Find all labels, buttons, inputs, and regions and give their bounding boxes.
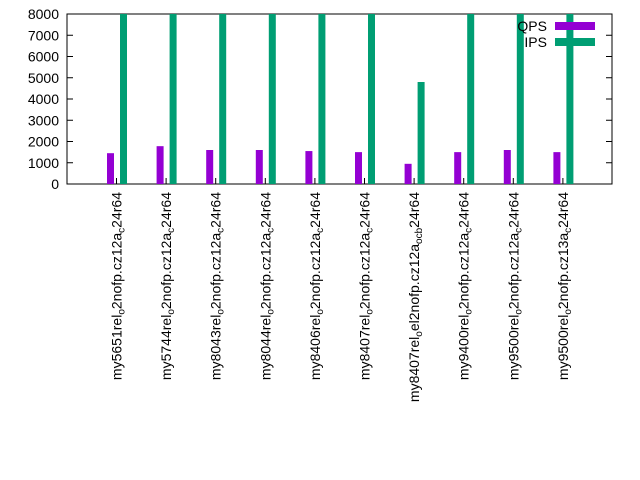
y-tick-label: 7000 [28, 27, 59, 43]
bar-ips [169, 14, 177, 184]
bar-ips [318, 14, 326, 184]
bar-ips [120, 14, 127, 184]
y-tick-label: 5000 [28, 70, 59, 86]
x-tick-label: my9500relo2nofp.cz13ac24r64 [555, 192, 574, 380]
x-tick-label: my9400relo2nofp.cz12ac24r64 [456, 192, 475, 380]
bar-ips [219, 14, 227, 184]
bar-ips [368, 14, 375, 184]
y-tick-label: 8000 [28, 6, 59, 22]
y-tick-label: 0 [51, 176, 59, 192]
y-tick-label: 2000 [28, 134, 59, 150]
x-tick-label: my8407relo2nofp.cz12ac24r64 [357, 192, 376, 380]
bar-ips [268, 14, 276, 184]
legend-label-qps: QPS [517, 18, 547, 34]
bar-qps [305, 151, 313, 184]
y-tick-label: 6000 [28, 49, 59, 65]
x-tick-label: my8043relo2nofp.cz12ac24r64 [208, 192, 227, 380]
bar-ips [516, 14, 524, 184]
bar-qps [454, 152, 462, 184]
bar-qps [355, 152, 362, 184]
bar-qps [404, 163, 412, 184]
x-tick-label: my5744relo2nofp.cz12ac24r64 [158, 192, 177, 380]
y-tick-label: 4000 [28, 91, 59, 107]
bars [107, 14, 574, 184]
bar-qps [255, 150, 263, 184]
x-tick-label: my8406relo2nofp.cz12ac24r64 [307, 192, 326, 380]
bar-qps [206, 150, 214, 184]
y-tick-label: 3000 [28, 112, 59, 128]
x-tick-label: my9500relo2nofp.cz12ac24r64 [505, 192, 524, 380]
bar-ips [566, 14, 574, 184]
legend-label-ips: IPS [524, 34, 547, 50]
bar-qps [503, 150, 511, 184]
legend-swatch-qps [555, 22, 595, 30]
y-axis: 0 1000 2000 3000 4000 5000 6000 7000 8000 [28, 6, 612, 192]
legend-swatch-ips [555, 38, 595, 46]
bar-ips [467, 14, 475, 184]
x-tick-label: my5651relo2nofp.cz12ac24r64 [109, 192, 128, 380]
bar-qps [553, 152, 561, 184]
x-tick-label: my8407reloel2nofp.cz12aocb24r64 [406, 192, 425, 402]
y-tick-label: 1000 [28, 155, 59, 171]
x-axis: my5651relo2nofp.cz12ac24r64 my5744relo2no… [109, 178, 574, 402]
bar-qps [107, 153, 114, 184]
bar-qps [156, 146, 164, 184]
x-tick-label: my8044relo2nofp.cz12ac24r64 [257, 192, 276, 380]
bar-ips [417, 82, 425, 184]
